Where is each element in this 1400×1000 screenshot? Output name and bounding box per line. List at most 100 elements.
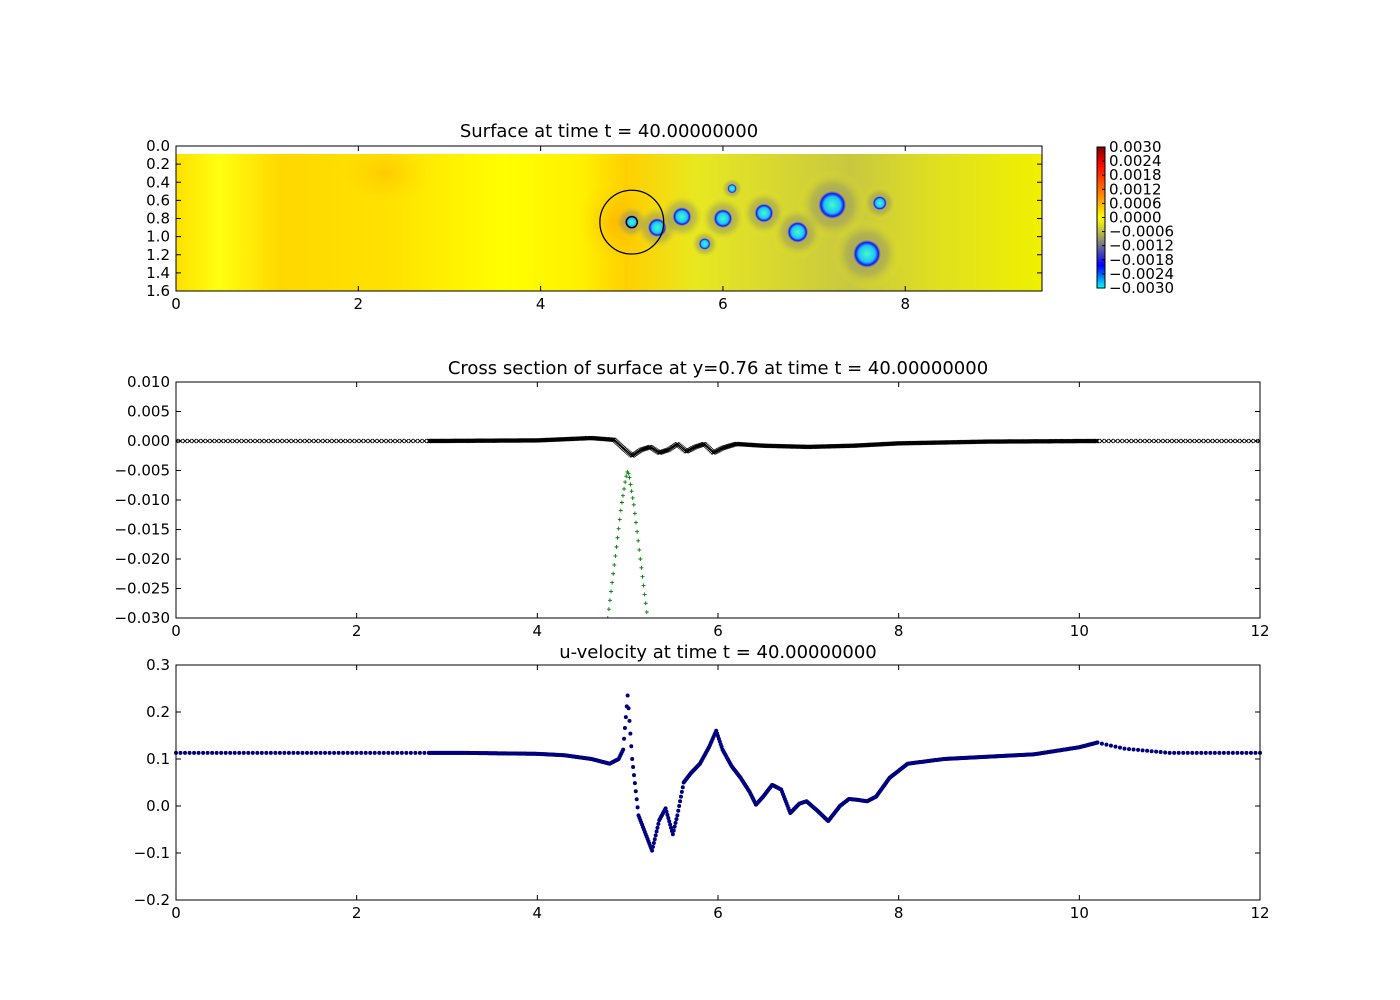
surface-coarse-point (1122, 438, 1127, 444)
colorbar-tick-label: 0.0018 (1109, 166, 1162, 184)
cross-section-title: Cross section of surface at y=0.76 at ti… (448, 358, 988, 379)
y-tick-label: −0.015 (114, 521, 170, 539)
surface-coarse-point (345, 438, 350, 444)
velocity-fine-point (666, 816, 671, 821)
velocity-coarse-point (363, 750, 368, 755)
velocity-fine-point (670, 832, 675, 837)
velocity-coarse-point (1194, 750, 1199, 755)
velocity-coarse-point (1217, 750, 1222, 755)
velocity-coarse-point (1158, 750, 1163, 755)
y-tick-label: 0.2 (146, 155, 170, 173)
surface-coarse-point (187, 438, 192, 444)
velocity-coarse-point (1113, 744, 1118, 749)
velocity-coarse-point (250, 750, 255, 755)
surface-coarse-point (349, 438, 355, 444)
x-tick-label: 10 (1070, 904, 1089, 922)
surface-coarse-point (250, 438, 256, 444)
colorbar-tick-label: −0.0030 (1109, 279, 1174, 297)
velocity-coarse-point (345, 750, 350, 755)
surface-coarse-point (313, 438, 319, 444)
velocity-coarse-point (183, 750, 188, 755)
velocity-coarse-point (327, 750, 332, 755)
surface-coarse-point (1239, 438, 1245, 444)
velocity-coarse-point (192, 750, 197, 755)
surface-coarse-point (232, 438, 238, 444)
surface-coarse-point (214, 438, 219, 444)
velocity-coarse-point (300, 750, 305, 755)
cylinder-profile-point (611, 571, 616, 576)
cylinder-profile-point (612, 562, 617, 567)
velocity-coarse-point (404, 750, 409, 755)
cylinder-profile-point (636, 538, 641, 543)
velocity-coarse-point (223, 750, 228, 755)
surface-heatmap-axes: 0 2 4 6 8 0.00.20.40.60.81.01.21.41.6 (146, 137, 1043, 313)
y-tick-label: 0.000 (127, 432, 170, 450)
velocity-coarse-point (341, 750, 346, 755)
surface-coarse-point (1235, 438, 1240, 444)
x-tick-label: 4 (536, 295, 546, 313)
velocity-coarse-point (408, 750, 413, 755)
y-tick-label: 0.4 (146, 173, 170, 191)
surface-coarse-point (1153, 438, 1159, 444)
cylinder-profile-point (626, 471, 631, 476)
cylinder-profile-point (627, 475, 632, 480)
velocity-coarse-point (1190, 750, 1195, 755)
velocity-coarse-point (241, 750, 246, 755)
surface-fine-point (1093, 438, 1098, 444)
velocity-coarse-point (1104, 742, 1109, 747)
velocity-coarse-point (1235, 750, 1240, 755)
surface-coarse-point (1203, 438, 1209, 444)
velocity-coarse-point (268, 750, 273, 755)
surface-coarse-point (413, 438, 418, 444)
x-tick-label: 12 (1250, 904, 1269, 922)
velocity-coarse-point (1208, 750, 1213, 755)
velocity-fine-point (650, 848, 655, 853)
surface-coarse-point (259, 438, 265, 444)
velocity-coarse-point (1248, 750, 1253, 755)
surface-field (176, 154, 1042, 291)
velocity-fine-point (651, 841, 656, 846)
velocity-coarse-point (314, 750, 319, 755)
velocity-fine-point (631, 773, 636, 778)
surface-coarse-point (1117, 438, 1123, 444)
velocity-fine-point (630, 757, 635, 761)
velocity-fine-point (656, 821, 661, 826)
x-tick-label: 4 (533, 622, 543, 640)
surface-coarse-point (367, 438, 373, 444)
velocity-coarse-point (381, 750, 386, 755)
surface-coarse-point (1194, 438, 1200, 444)
surface-coarse-point (254, 438, 260, 444)
velocity-coarse-point (1122, 746, 1127, 751)
colorbar-tick-label: −0.0012 (1109, 237, 1174, 255)
y-tick-label: 0.8 (146, 210, 170, 228)
surface-coarse-point (223, 438, 229, 444)
x-tick-label: 0 (171, 295, 181, 313)
surface-coarse-point (1149, 438, 1154, 444)
surface-coarse-point (394, 438, 400, 444)
surface-coarse-point (1230, 438, 1236, 444)
surface-coarse-point (318, 438, 323, 444)
cylinder-profile-point (644, 610, 649, 615)
x-tick-label: 6 (713, 904, 723, 922)
surface-coarse-point (1212, 438, 1218, 444)
velocity-coarse-point (210, 750, 215, 755)
surface-coarse-point (236, 438, 242, 444)
velocity-coarse-point (399, 750, 404, 755)
surface-coarse-point (182, 438, 188, 444)
surface-coarse-point (1198, 438, 1204, 444)
surface-heatmap-panel: Surface at time t = 40.00000000 0 2 4 6 8 0.0… (146, 121, 1174, 313)
velocity-coarse-point (354, 750, 359, 755)
y-tick-label: −0.020 (114, 550, 170, 568)
velocity-coarse-point (1099, 741, 1104, 746)
colorbar-tick-label: 0.0012 (1109, 180, 1162, 198)
surface-coarse-point (1162, 438, 1168, 444)
surface-coarse-point (422, 438, 427, 444)
cylinder-profile-point (630, 495, 635, 500)
depression-core (872, 195, 888, 211)
surface-coarse-point (300, 438, 305, 444)
velocity-coarse-point (350, 750, 355, 755)
surface-coarse-point (304, 438, 310, 444)
cylinder-profile-point (631, 502, 636, 507)
colorbar-tick-label: 0.0030 (1109, 138, 1162, 156)
y-tick-label: 0.3 (146, 656, 170, 674)
